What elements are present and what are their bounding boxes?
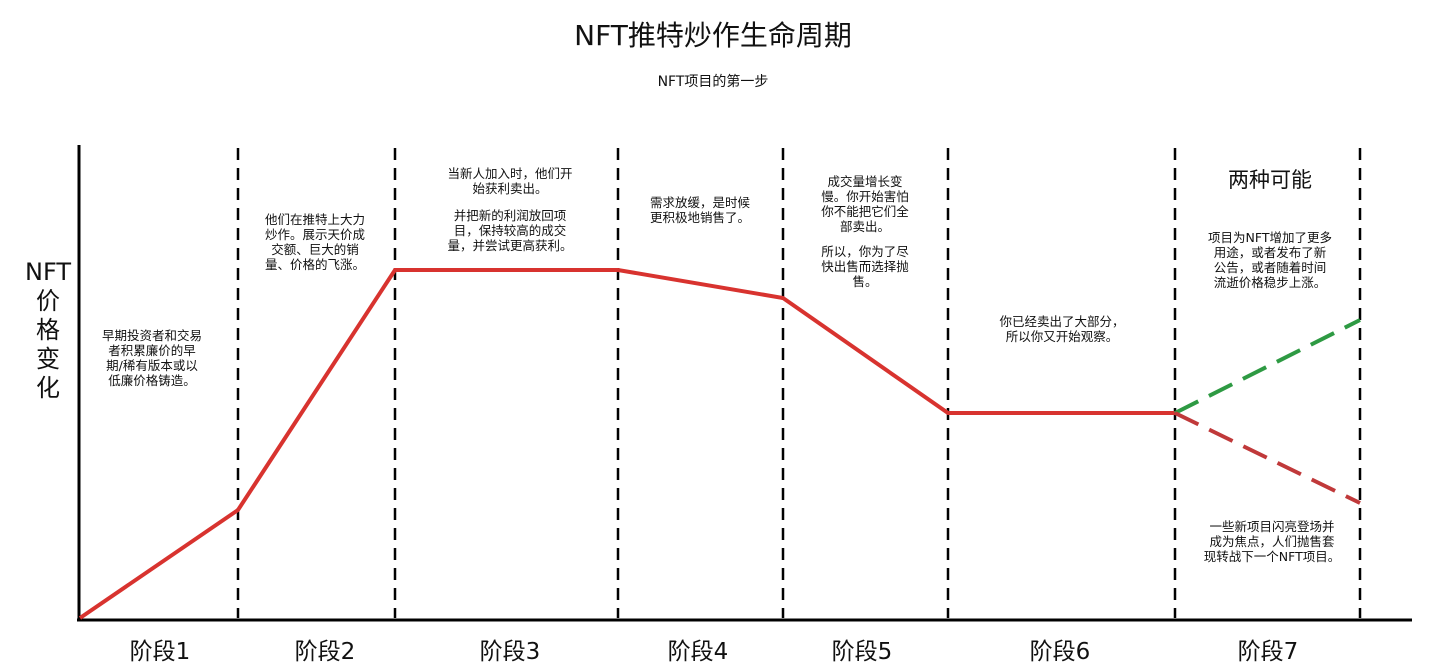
- note-line: 一些新项目闪亮登场并: [1209, 519, 1334, 534]
- note-line: 你不能把它们全: [821, 204, 909, 219]
- title: NFT推特炒作生命周期: [574, 19, 852, 52]
- stage-label: 阶段3: [480, 639, 541, 665]
- note-line: 并把新的利润放回项: [454, 208, 567, 223]
- stage-heading: 两种可能: [1228, 168, 1312, 192]
- note-line: 当新人加入时，他们开: [447, 166, 572, 181]
- note-line: 所以，你为了尽: [821, 244, 909, 259]
- price-line: [78, 268, 1175, 620]
- stage-label: 阶段5: [832, 639, 893, 665]
- y-axis-label: NFT 价格变化: [25, 258, 71, 402]
- note-line: 部卖出。: [840, 219, 890, 234]
- note-line: 他们在推特上大力: [265, 212, 365, 227]
- note-line: 快出售而选择抛: [821, 259, 909, 274]
- note-line: 项目为NFT增加了更多: [1208, 230, 1332, 245]
- note-line: 始获利卖出。: [472, 181, 547, 196]
- note-line: 更积极地销售了。: [650, 210, 750, 225]
- stage-label: 阶段7: [1238, 639, 1299, 665]
- down-scenario: [1174, 411, 1361, 505]
- stage-label: 阶段6: [1030, 639, 1091, 665]
- note-line: 成为焦点，人们抛售套: [1209, 534, 1335, 549]
- note-line: 交额、巨大的销: [271, 242, 359, 257]
- note-line: 低廉价格铸造。: [108, 373, 196, 388]
- stage-label: 阶段2: [295, 639, 356, 665]
- note-line: 流逝价格稳步上涨。: [1214, 275, 1327, 290]
- subtitle: NFT项目的第一步: [658, 73, 769, 90]
- stage-dividers: [236, 148, 1362, 618]
- note-line: 售。: [852, 274, 877, 289]
- note-line: 量、价格的飞涨。: [265, 257, 365, 272]
- note-line: 期/稀有版本或以: [106, 358, 198, 373]
- note-line: 现转战下一个NFT项目。: [1204, 549, 1340, 564]
- note-line: 用途，或者发布了新: [1214, 245, 1327, 260]
- note-line: 者积累廉价的早: [108, 343, 196, 358]
- note-line: 炒作。展示天价成: [265, 227, 365, 242]
- note-line: 量，并尝试更高获利。: [447, 238, 572, 253]
- note-line: 需求放缓，是时候: [650, 195, 751, 210]
- up-scenario: [1174, 318, 1361, 415]
- note-line: 目，保持较高的成交: [454, 223, 567, 238]
- note-line: 公告，或者随着时间: [1214, 260, 1327, 275]
- note-line: 慢。你开始害怕: [821, 189, 909, 204]
- note-line: 所以你又开始观察。: [1006, 329, 1119, 344]
- note-line: 成交量增长变: [827, 174, 902, 189]
- note-line: 早期投资者和交易: [102, 328, 202, 343]
- stage-label: 阶段4: [668, 639, 729, 665]
- note-line: 你已经卖出了大部分，: [999, 314, 1124, 329]
- stage-label: 阶段1: [130, 639, 191, 665]
